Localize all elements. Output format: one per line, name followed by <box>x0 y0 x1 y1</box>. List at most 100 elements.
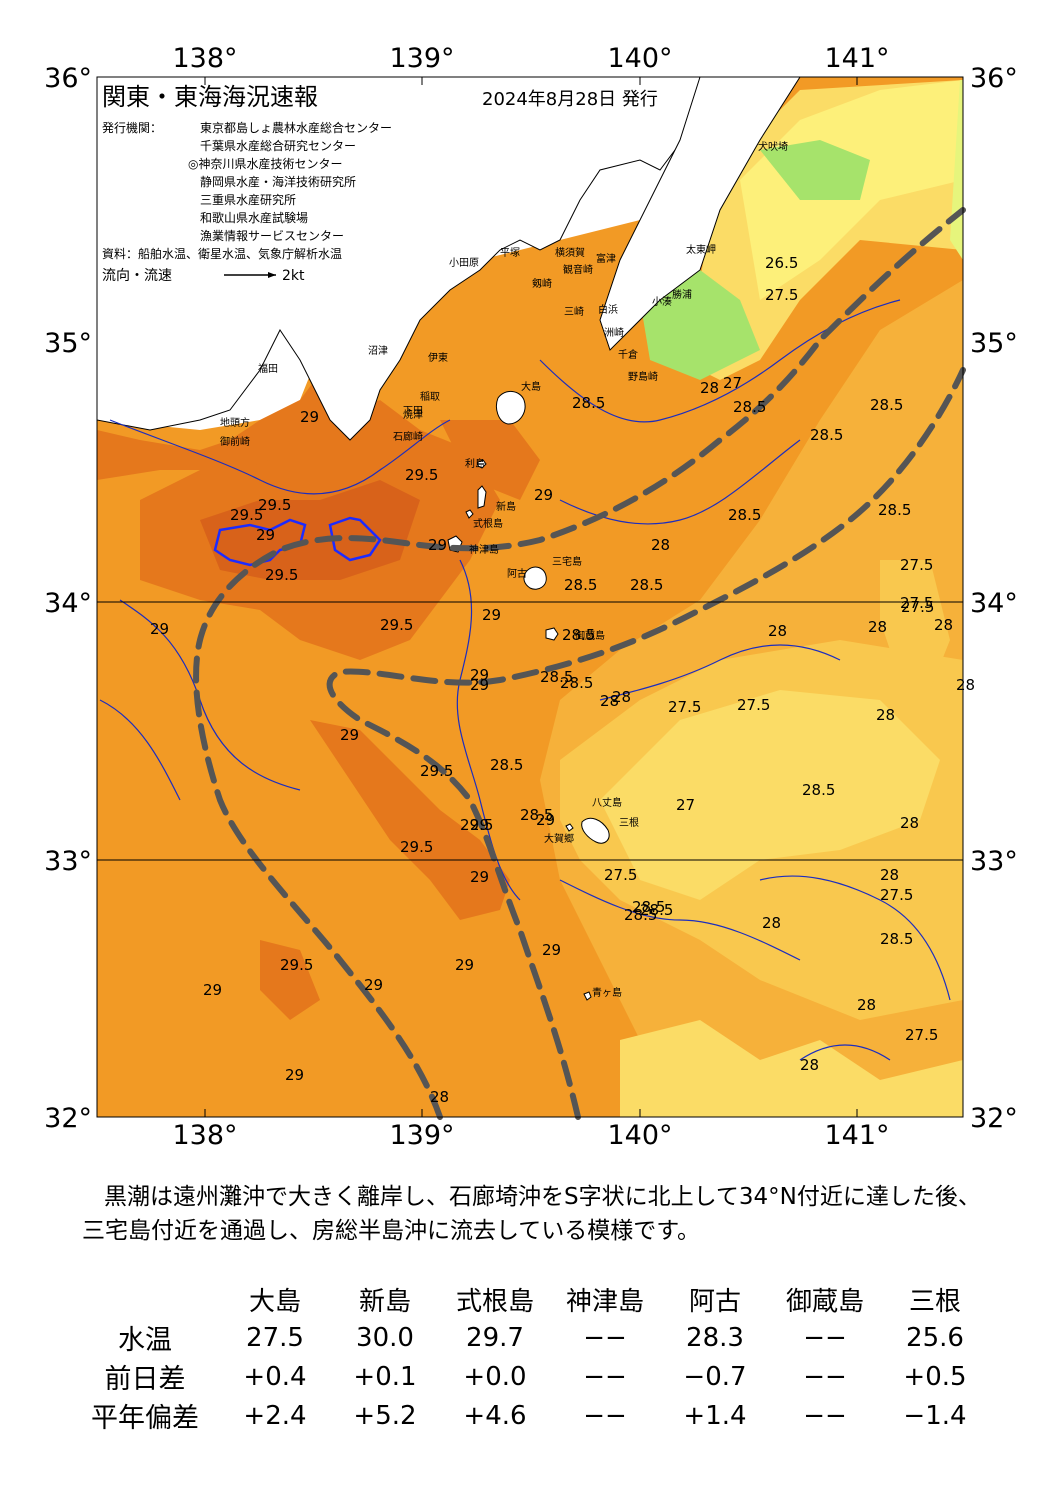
lat-label: 35° <box>970 328 1018 359</box>
lat-labels-right: 36° 35° 34° 33° 32° <box>970 63 1018 1134</box>
lat-label: 36° <box>44 63 92 94</box>
lat-label: 33° <box>44 846 92 877</box>
lon-labels-bottom: 138° 139° 140° 141° <box>172 1120 889 1151</box>
isotherm-label: 28.5 <box>632 898 665 916</box>
isotherm-label: 29 <box>428 536 447 554</box>
table-cell: −− <box>583 1400 627 1431</box>
station-header: 式根島 <box>455 1286 534 1317</box>
isotherm-label: 28 <box>430 1088 449 1106</box>
isotherm-label: 28.5 <box>564 576 597 594</box>
place-label: 新島 <box>496 500 516 513</box>
table-cell: 28.3 <box>686 1322 744 1353</box>
place-label: 剱崎 <box>532 277 552 290</box>
table-cell: −− <box>803 1400 847 1431</box>
isotherm-label: 29.5 <box>400 838 433 856</box>
row-label: 平年偏差 <box>91 1403 199 1434</box>
table-cell: −− <box>803 1361 847 1392</box>
isotherm-label: 28.5 <box>490 756 523 774</box>
place-label: 青ヶ島 <box>592 986 622 999</box>
issuer: 漁業情報サービスセンター <box>200 229 344 243</box>
place-label: 伊東 <box>428 351 448 364</box>
isotherm-label: 28 <box>600 692 619 710</box>
table-cell: −− <box>803 1322 847 1353</box>
place-label: 阿古 <box>507 567 527 580</box>
isotherm-label: 28 <box>762 914 781 932</box>
isotherm-label: 29.5 <box>280 956 313 974</box>
isotherm-label: 29 <box>340 726 359 744</box>
isotherm-label: 28.5 <box>560 674 593 692</box>
isotherm-label: 27.5 <box>900 594 933 612</box>
isotherm-label: 29.5 <box>420 762 453 780</box>
station-header: 阿古 <box>688 1286 741 1317</box>
isotherm-label: 29 <box>203 981 222 999</box>
place-label: 洲崎 <box>604 326 624 339</box>
lon-label: 140° <box>607 43 672 74</box>
isotherm-label: 29 <box>455 956 474 974</box>
isotherm-label: 28 <box>900 814 919 832</box>
isotherm-label: 29 <box>300 408 319 426</box>
lat-label: 35° <box>44 328 92 359</box>
arrowhead-icon <box>268 272 276 278</box>
station-header: 新島 <box>358 1286 411 1317</box>
isotherm-label: 28 <box>876 706 895 724</box>
table-cell: +2.4 <box>243 1400 307 1431</box>
isotherm-label: 28.5 <box>733 398 766 416</box>
isotherm-label: 28 <box>800 1056 819 1074</box>
isotherm-label: 28 <box>857 996 876 1014</box>
lat-label: 33° <box>970 846 1018 877</box>
issuer: 東京都島しょ農林水産総合センター <box>200 120 392 135</box>
table-cell: −− <box>583 1361 627 1392</box>
isotherm-label: 29 <box>536 811 555 829</box>
isotherm-label: 28.5 <box>640 901 673 919</box>
isotherm-label: 28.5 <box>810 426 843 444</box>
place-label: 大賀郷 <box>544 832 574 845</box>
isotherm-label: 29 <box>470 666 489 684</box>
place-label: 富津 <box>596 252 616 265</box>
place-label: 利島 <box>465 457 485 470</box>
table-cell: +0.1 <box>353 1361 417 1392</box>
place-label: 勝浦 <box>672 288 692 301</box>
table-cell: +4.6 <box>463 1400 527 1431</box>
isotherm-label: 29 <box>285 1066 304 1084</box>
lon-label: 138° <box>172 1120 237 1150</box>
place-label: 三根 <box>619 816 639 829</box>
place-label: 御蔵島 <box>575 629 605 642</box>
lon-label: 140° <box>607 1120 672 1150</box>
lon-label: 141° <box>824 43 889 74</box>
isotherm-label: 27.5 <box>901 598 934 616</box>
page-title: 関東・東海海況速報 <box>102 83 318 111</box>
place-label: 焼津 <box>403 409 423 421</box>
isotherm-label: 27.5 <box>905 1026 938 1044</box>
table-row: 前日差 +0.4 +0.1 +0.0 −− −0.7 −− +0.5 <box>70 1357 990 1396</box>
issuer: 和歌山県水産試験場 <box>200 210 308 225</box>
lat-labels-left: 36° 35° 34° 33° 32° <box>44 63 92 1134</box>
isotherm-label: 29 <box>470 816 489 834</box>
place-label: 千倉 <box>618 348 638 361</box>
summary-paragraph: 黒潮は遠州灘沖で大きく離岸し、石廊埼沖をS字状に北上して34°N付近に達した後、… <box>82 1184 981 1244</box>
isotherm-label: 28.5 <box>630 576 663 594</box>
isotherm-label: 28.5 <box>878 501 911 519</box>
table-cell: +1.4 <box>683 1400 747 1431</box>
table-cell: 29.7 <box>466 1322 524 1353</box>
isotherm-label: 29 <box>150 620 169 638</box>
table-cell: 27.5 <box>246 1322 304 1353</box>
place-label: 式根島 <box>473 517 503 530</box>
issuer: 千葉県水産総合研究センター <box>200 138 356 153</box>
table-cell: −1.4 <box>903 1400 967 1431</box>
isotherm-label: 29.5 <box>230 506 263 524</box>
isotherm-label: 26.5 <box>765 254 798 272</box>
station-header: 三根 <box>908 1286 961 1317</box>
place-label: 御前崎 <box>220 435 250 448</box>
table-cell: +0.0 <box>463 1361 527 1392</box>
isotherm-label: 28 <box>612 688 631 706</box>
place-label: 平塚 <box>500 247 520 259</box>
isotherm-label: 27.5 <box>880 886 913 904</box>
place-label: 下田 <box>403 406 423 417</box>
isotherm-label: 28.5 <box>728 506 761 524</box>
place-label: 小湊 <box>652 295 672 308</box>
place-label: 横須賀 <box>555 246 585 259</box>
land <box>96 76 801 1001</box>
table-cell: +0.5 <box>903 1361 967 1392</box>
isotherm-label: 29.5 <box>380 616 413 634</box>
